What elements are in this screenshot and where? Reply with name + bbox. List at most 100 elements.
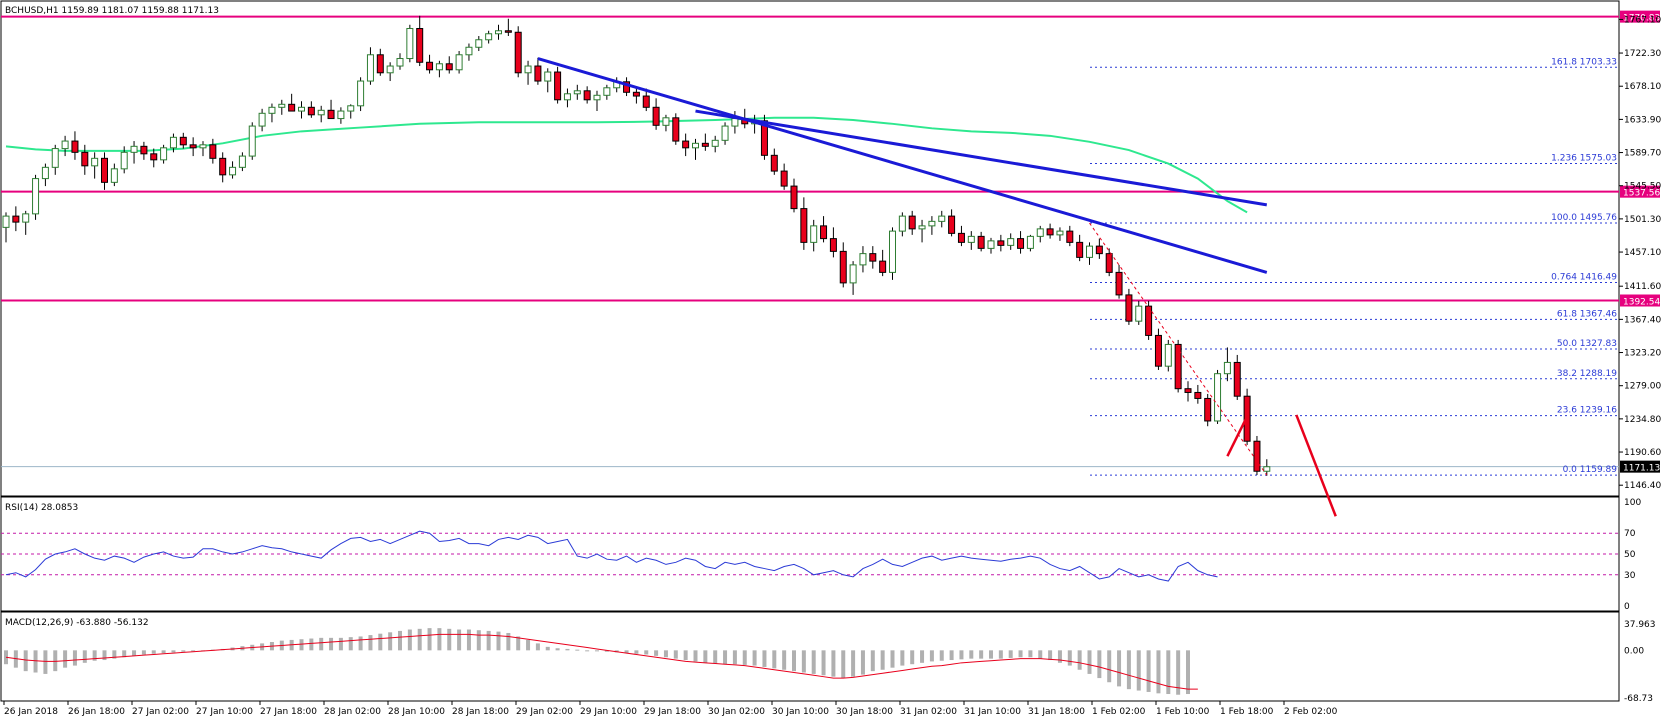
macd-bar (634, 650, 639, 654)
fib-label: 100.0 1495.76 (1551, 213, 1617, 223)
macd-bar (910, 650, 915, 665)
bull-candle (110, 168, 118, 183)
macd-bar (161, 650, 166, 654)
time-tick-label: 26 Jan 2018 (4, 707, 58, 717)
price-tick-label: 1146.40 (1624, 481, 1661, 491)
macd-panel (0, 611, 1620, 702)
time-tick-label: 30 Jan 18:00 (836, 707, 893, 717)
bear-candle (908, 215, 916, 230)
macd-bar (693, 650, 698, 662)
bear-candle (1145, 305, 1153, 336)
bear-candle (800, 208, 808, 243)
macd-bar (949, 650, 954, 661)
macd-bar (841, 650, 846, 679)
bull-candle (524, 65, 532, 74)
time-tick-label: 28 Jan 18:00 (452, 707, 509, 717)
bull-candle (120, 151, 128, 170)
bull-candle (711, 139, 719, 147)
macd-bar (752, 650, 757, 666)
price-tick-label: 1279.00 (1624, 382, 1661, 392)
macd-bar (407, 629, 412, 651)
macd-bar (92, 650, 97, 661)
macd-bar (969, 650, 974, 659)
macd-bar (378, 633, 383, 651)
macd-bar (989, 650, 993, 659)
level-tag (1620, 294, 1660, 307)
bull-candle (692, 142, 699, 149)
bear-candle (760, 120, 768, 156)
macd-bar (979, 650, 984, 659)
price-tick-label: 1190.60 (1624, 448, 1661, 458)
bull-candle (357, 80, 365, 107)
bear-candle (869, 253, 877, 262)
bull-candle (169, 136, 177, 149)
macd-bar (732, 650, 737, 665)
time-tick-label: 1 Feb 10:00 (1156, 707, 1210, 717)
fib-label: 23.6 1239.16 (1557, 406, 1617, 416)
macd-bar (1057, 650, 1062, 663)
macd-bar (1018, 650, 1023, 658)
bull-candle (1223, 361, 1231, 375)
price-axis: 1767.10 1722.30 1678.10 1633.90 1589.70 1545.… (1619, 15, 1661, 491)
macd-bar (1028, 650, 1033, 658)
macd-bar (575, 649, 580, 651)
bear-candle (327, 109, 335, 120)
macd-bar (1067, 650, 1072, 666)
bull-candle (22, 213, 30, 223)
macd-bar (398, 630, 402, 651)
bull-candle (455, 54, 463, 71)
bull-candle (938, 215, 946, 222)
macd-label: MACD(12,26,9) -63.880 -56.132 (5, 618, 149, 628)
rsi-tick-label: 50 (1624, 550, 1636, 560)
bear-candle (209, 144, 217, 159)
macd-bar (880, 650, 885, 670)
bull-candle (465, 46, 473, 56)
bull-candle (731, 118, 739, 127)
macd-bar (851, 650, 856, 677)
bull-candle (366, 54, 374, 82)
price-tick-label: 1457.10 (1624, 248, 1661, 258)
macd-bar (762, 650, 767, 667)
bear-candle (426, 61, 434, 71)
bull-candle (91, 157, 99, 167)
ma-line (5, 116, 1248, 214)
rsi-tick-label: 0 (1624, 602, 1630, 612)
bull-candle (485, 33, 493, 41)
bull-candle (849, 264, 857, 284)
bear-candle (140, 145, 148, 155)
bear-candle (1125, 294, 1133, 322)
bull-candle (563, 93, 571, 101)
bear-candle (1105, 253, 1113, 273)
bear-candle (1115, 271, 1123, 296)
macd-bar (585, 650, 590, 652)
time-tick-label: 26 Jan 18:00 (68, 707, 125, 717)
macd-bar (900, 650, 905, 666)
level-tag (1620, 185, 1660, 198)
bear-candle (583, 90, 591, 101)
macd-bar (1136, 650, 1141, 691)
projection-arrows (1226, 414, 1337, 517)
rsi-indicator: 100 70 50 30 0 (1, 498, 1641, 612)
time-tick-label: 29 Jan 18:00 (644, 707, 701, 717)
bull-candle (1036, 228, 1044, 237)
bear-candle (1046, 228, 1054, 236)
bear-candle (1154, 334, 1162, 367)
macd-bar (506, 632, 511, 651)
macd-bar (654, 650, 659, 656)
macd-bar (417, 628, 422, 651)
bull-candle (61, 140, 69, 150)
macd-bar (171, 650, 176, 653)
macd-bar (151, 650, 156, 654)
macd-bar (319, 637, 324, 651)
bear-candle (879, 260, 887, 273)
bull-candle (2, 215, 10, 228)
macd-bar (1087, 650, 1092, 674)
macd-bar (358, 636, 363, 651)
moving-average (5, 116, 1248, 214)
level-label: 1770.83 (1623, 14, 1660, 24)
bear-candle (376, 54, 384, 74)
bear-candle (150, 153, 158, 161)
bear-candle (1184, 388, 1192, 393)
time-tick-label: 2 Feb 02:00 (1284, 707, 1338, 717)
macd-bar (801, 650, 806, 673)
